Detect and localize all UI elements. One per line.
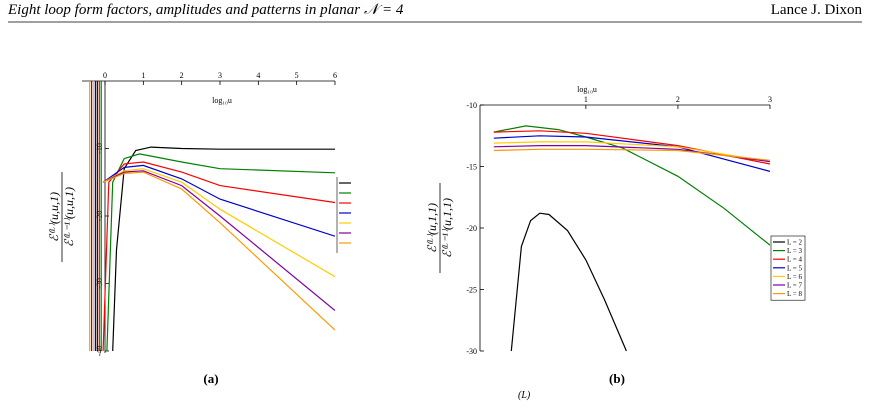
series-line <box>493 135 770 172</box>
series-line <box>493 148 770 161</box>
x-tick-label: 3 <box>218 71 222 80</box>
running-author: Lance J. Dixon <box>771 2 863 18</box>
legend-label: L = 6 <box>787 273 802 281</box>
y-tick-label: -30 <box>466 347 477 356</box>
x-axis-label: log₁₀u <box>212 96 232 105</box>
series-line <box>493 145 770 163</box>
legend-label: L = 7 <box>787 282 802 290</box>
panel-label: (b) <box>609 371 625 386</box>
legend-label: L = 2 <box>787 239 802 247</box>
y-axis-label: ℰ⁽ᴸ⁾(u,u,1) ℰ⁽ᴸ⁻¹⁾(u,u,1) <box>47 172 76 262</box>
series-line <box>493 141 770 163</box>
legend-label: L = 5 <box>787 264 802 272</box>
x-tick-label: 6 <box>333 71 337 80</box>
y-label-denominator: ℰ⁽ᴸ⁻¹⁾(u,1,1) <box>440 198 454 258</box>
y-tick-label: -15 <box>466 163 477 172</box>
y-label-denominator: ℰ⁽ᴸ⁻¹⁾(u,u,1) <box>62 187 76 247</box>
legend-label: L = 4 <box>787 256 802 264</box>
series-line <box>89 81 335 351</box>
series-line <box>98 81 335 352</box>
y-label-numerator: ℰ⁽ᴸ⁾(u,1,1) <box>425 203 439 253</box>
y-tick-label: -20 <box>466 224 477 233</box>
y-axis-label: ℰ⁽ᴸ⁾(u,1,1) ℰ⁽ᴸ⁻¹⁾(u,1,1) <box>425 183 454 273</box>
series-line <box>96 81 335 352</box>
series-line <box>92 81 335 351</box>
series-line <box>91 81 335 351</box>
y-tick-label: -25 <box>466 286 477 295</box>
x-tick-label: 3 <box>768 95 772 104</box>
series-line <box>510 212 627 352</box>
series-line <box>94 81 335 351</box>
legend-label: L = 8 <box>787 290 802 298</box>
series-line <box>100 81 335 352</box>
x-tick-label: 4 <box>256 71 260 80</box>
x-tick-label: 5 <box>295 71 299 80</box>
x-tick-label: 1 <box>584 95 588 104</box>
running-title: Eight loop form factors, amplitudes and … <box>7 2 404 18</box>
legend-label: L = 3 <box>787 247 802 255</box>
caption-fragment: (L) <box>518 390 531 401</box>
x-tick-label: 1 <box>141 71 145 80</box>
x-tick-label: 2 <box>676 95 680 104</box>
y-label-numerator: ℰ⁽ᴸ⁾(u,u,1) <box>47 192 61 242</box>
x-tick-label: 2 <box>180 71 184 80</box>
x-axis-label: log₁₀u <box>577 85 597 94</box>
x-tick-label: 0 <box>103 71 107 80</box>
panel-label: (a) <box>203 371 218 386</box>
y-tick-label: -10 <box>466 101 477 110</box>
